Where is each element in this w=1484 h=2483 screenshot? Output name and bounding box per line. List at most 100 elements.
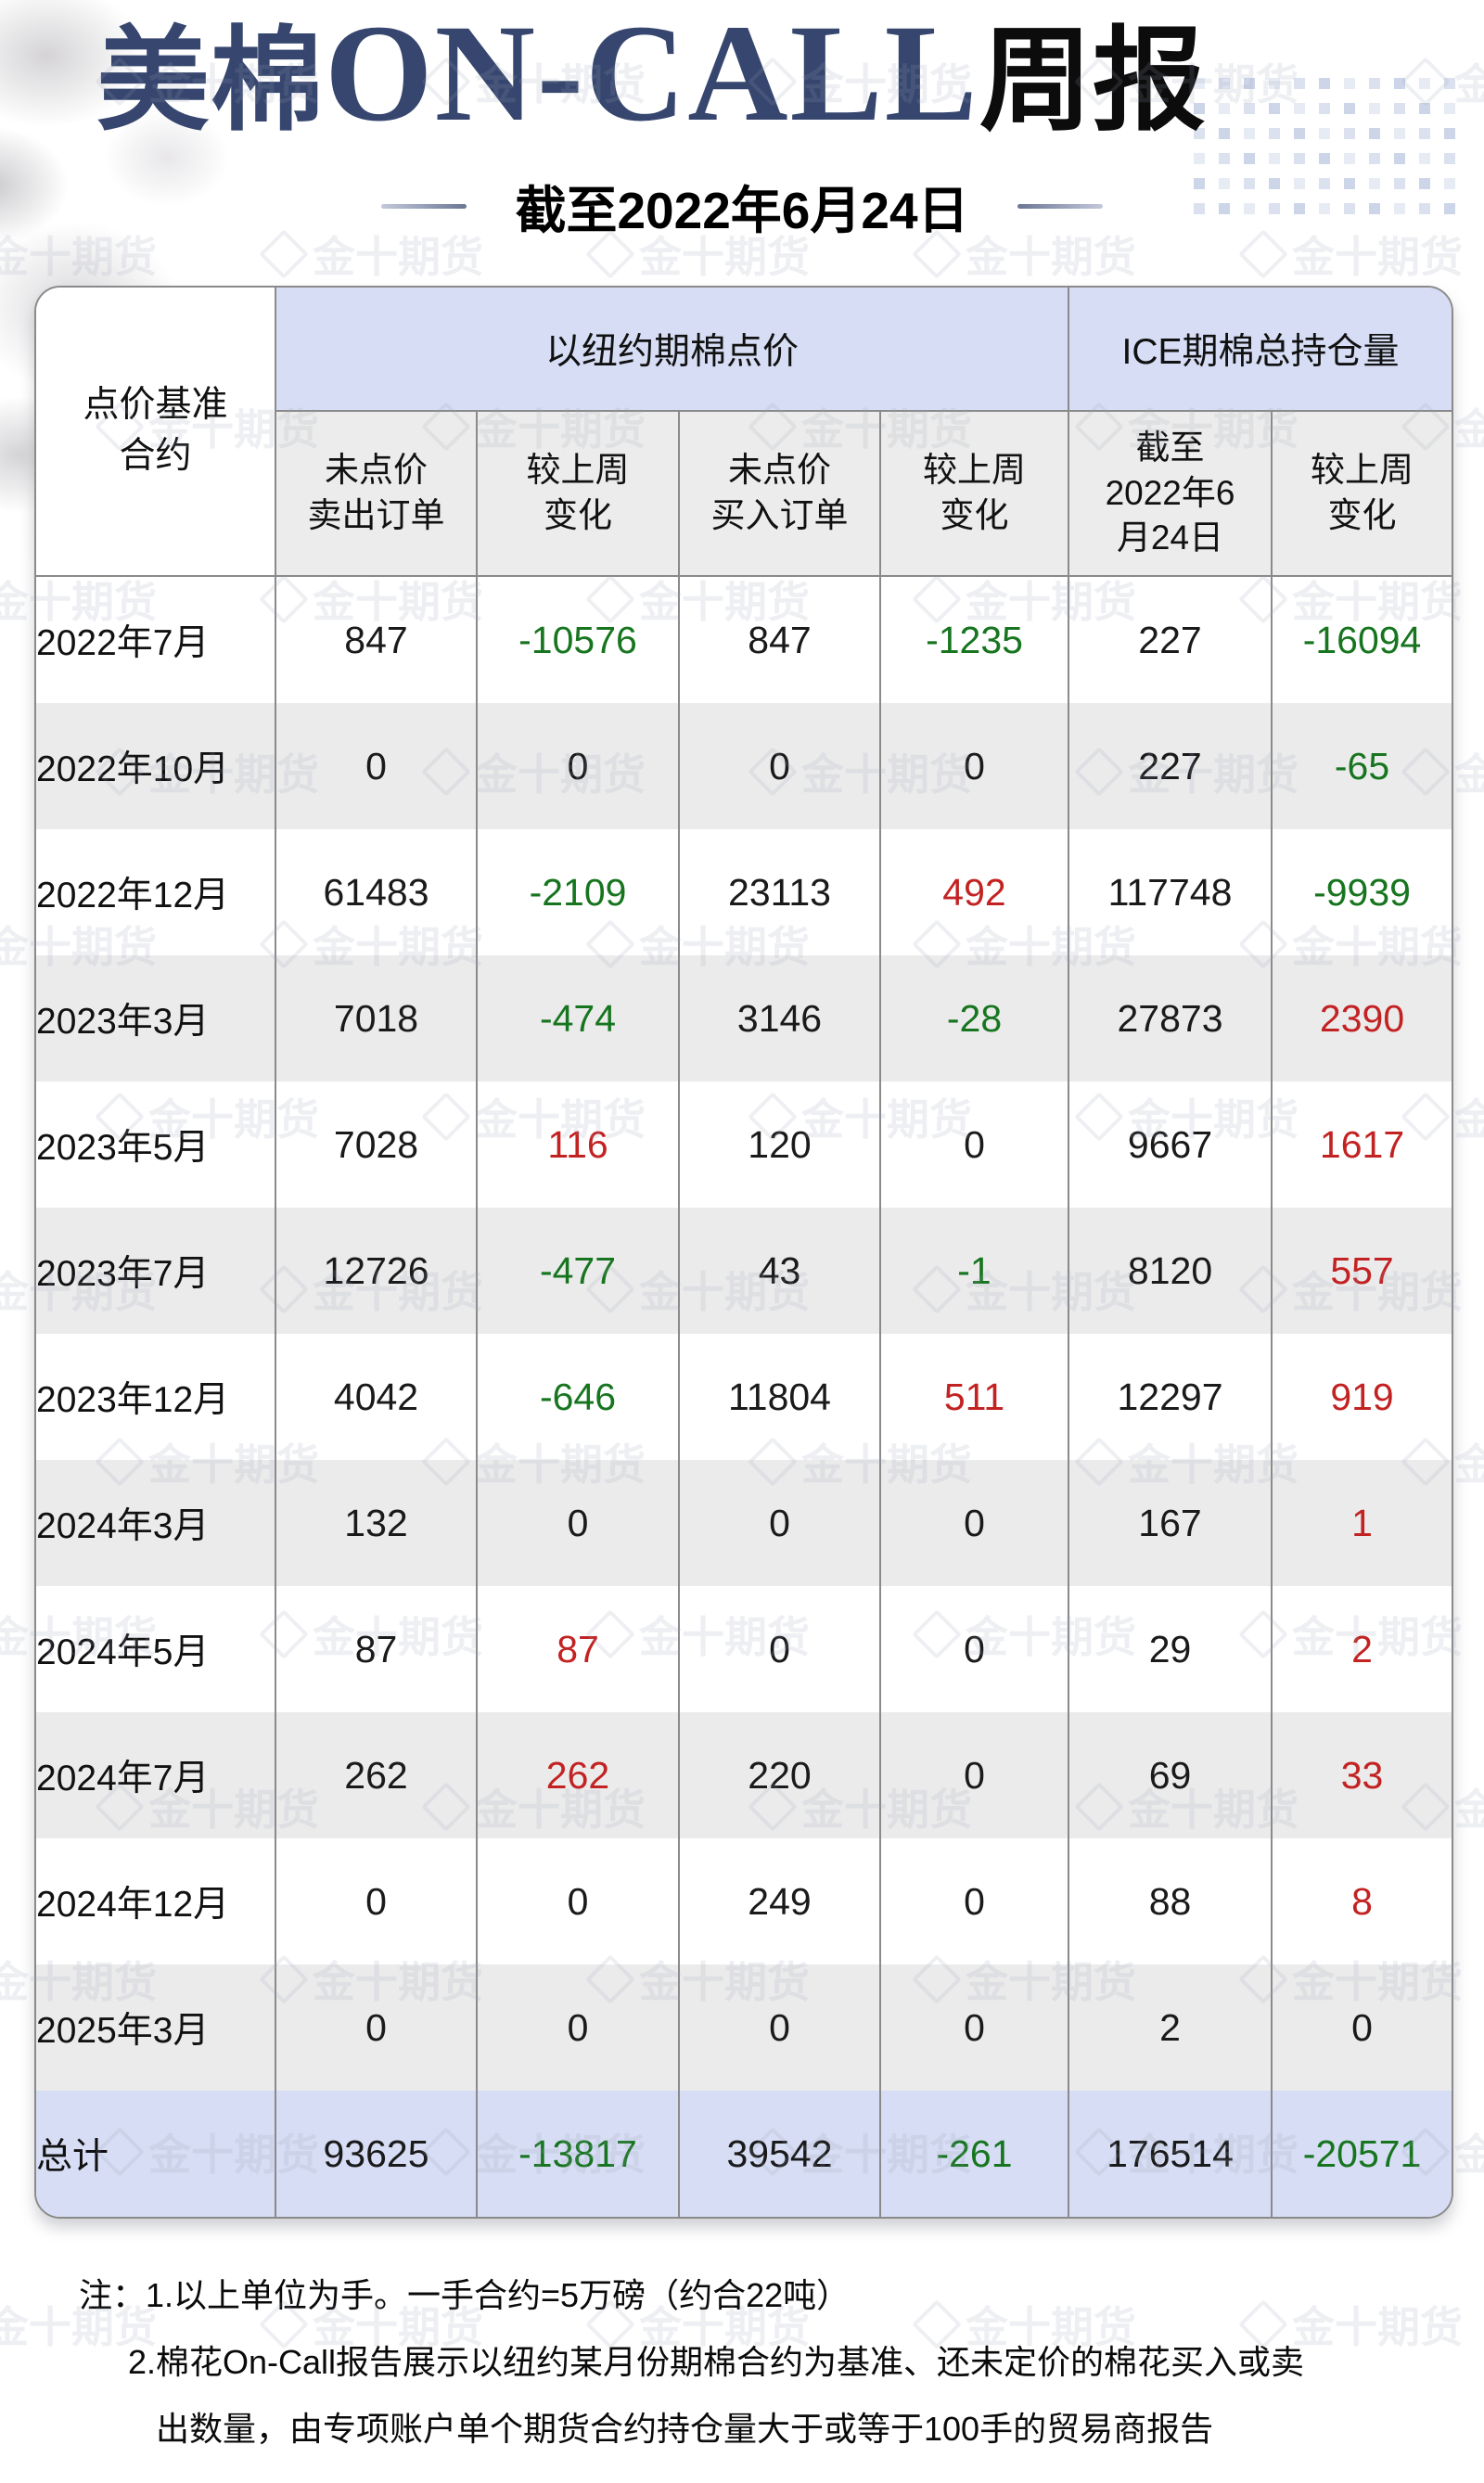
value-cell: 4042: [275, 1334, 477, 1460]
title-accent-cjk: 美棉: [96, 19, 325, 145]
value-cell: -28: [878, 955, 1069, 1082]
dot: [1219, 103, 1230, 114]
contract-month-label: 2023年3月: [36, 1002, 210, 1042]
group-header-ny-pricing: 以纽约期棉点价: [275, 288, 1069, 412]
group-header-row: 点价基准 合约 以纽约期棉点价 ICE期棉总持仓量: [36, 288, 1452, 577]
value-cell: 117748: [1068, 829, 1273, 955]
table-row: 2024年5月 87 87 0 0 29 2: [36, 1586, 1452, 1712]
dot: [1394, 78, 1405, 89]
contract-month-label: 2023年7月: [36, 1254, 210, 1294]
dot: [1419, 103, 1430, 114]
value-cell: -65: [1271, 703, 1452, 829]
table-row: 2024年7月 262 262 220 0 69 33: [36, 1712, 1452, 1838]
value-cell: 557: [1271, 1208, 1452, 1334]
dot: [1394, 103, 1405, 114]
value-cell: 61483: [275, 829, 477, 955]
value-cell: 227: [1068, 576, 1273, 703]
contract-month-label: 2022年12月: [36, 876, 230, 915]
value-cell: 2: [1068, 1965, 1273, 2091]
footnote-line-1: 注：1.以上单位为手。一手合约=5万磅（约合22吨）: [79, 2276, 851, 2314]
dot: [1419, 153, 1430, 164]
dot: [1419, 128, 1430, 139]
value-cell: 0: [678, 703, 880, 829]
value-cell: 12726: [275, 1208, 477, 1334]
contract-month-label: 2023年5月: [36, 1128, 210, 1168]
value-cell: 847: [678, 576, 880, 703]
dot: [1369, 153, 1380, 164]
contract-month-label: 2023年12月: [36, 1380, 230, 1420]
value-cell: 0: [878, 1712, 1069, 1838]
value-cell: 176514: [1068, 2091, 1273, 2217]
value-cell: -9939: [1271, 829, 1452, 955]
dot: [1269, 78, 1280, 89]
total-row: 总计 93625 -13817 39542 -261 176514 -20571: [36, 2091, 1452, 2217]
value-cell: 7018: [275, 955, 477, 1082]
dot: [1319, 153, 1330, 164]
dot: [1444, 153, 1455, 164]
table-body: 2022年7月 847 -10576 847 -1235 227 -16094 2022年10…: [36, 576, 1452, 2217]
value-cell: 43: [678, 1208, 880, 1334]
value-cell: -2109: [476, 829, 679, 955]
table-row: 2023年7月 12726 -477 43 -1 8120 557: [36, 1208, 1452, 1334]
table-row: 2025年3月 0 0 0 0 2 0: [36, 1965, 1452, 2091]
dot: [1219, 153, 1230, 164]
watermark: 金十期货: [1401, 51, 1484, 112]
table-row: 2022年12月 61483 -2109 23113 492 117748 -9939: [36, 829, 1452, 955]
value-cell: 0: [678, 1965, 880, 2091]
watermark-text: 金十期货: [1454, 1785, 1484, 1834]
value-cell: 23113: [678, 829, 880, 955]
value-cell: 227: [1068, 703, 1273, 829]
oncall-table: 点价基准 合约 以纽约期棉点价 ICE期棉总持仓量 未点价 卖出订单 较上周 变…: [34, 286, 1453, 2219]
dot: [1244, 153, 1255, 164]
dot: [1219, 78, 1230, 89]
group-header-ice-open-interest: ICE期棉总持仓量: [1068, 288, 1452, 412]
contract-month-label: 2024年12月: [36, 1885, 230, 1925]
value-cell: 0: [476, 1965, 679, 2091]
value-cell: 1: [1271, 1460, 1452, 1586]
value-cell: 69: [1068, 1712, 1273, 1838]
value-cell: 0: [678, 1460, 880, 1586]
value-cell: 8: [1271, 1838, 1452, 1965]
dot: [1319, 103, 1330, 114]
value-cell: -16094: [1271, 576, 1452, 703]
dot: [1344, 128, 1355, 139]
value-cell: 8120: [1068, 1208, 1273, 1334]
dot: [1344, 153, 1355, 164]
dot: [1269, 153, 1280, 164]
value-cell: 88: [1068, 1838, 1273, 1965]
value-cell: 0: [275, 1838, 477, 1965]
value-cell: 39542: [678, 2091, 880, 2217]
dot: [1369, 128, 1380, 139]
value-cell: 220: [678, 1712, 880, 1838]
gem-icon: [1401, 57, 1451, 107]
value-cell: 2: [1271, 1586, 1452, 1712]
value-cell: 919: [1271, 1334, 1452, 1460]
contract-month-label: 2022年10月: [36, 749, 230, 789]
title-suffix: 周报: [979, 19, 1206, 145]
value-cell: -474: [476, 955, 679, 1082]
value-cell: -1235: [878, 576, 1069, 703]
value-cell: 0: [476, 1838, 679, 1965]
contract-month-label: 2025年3月: [36, 2011, 210, 2051]
value-cell: -646: [476, 1334, 679, 1460]
report-date-subtitle: 截至2022年6月24日: [515, 182, 969, 239]
dot: [1219, 128, 1230, 139]
value-cell: -10576: [476, 576, 679, 703]
dot: [1419, 78, 1430, 89]
dot: [1369, 103, 1380, 114]
value-cell: -13817: [476, 2091, 679, 2217]
value-cell: 249: [678, 1838, 880, 1965]
watermark-text: 金十期货: [1292, 2303, 1463, 2351]
value-cell: 0: [878, 1082, 1069, 1208]
watermark-text: 金十期货: [1454, 1095, 1484, 1144]
value-cell: 3146: [678, 955, 880, 1082]
value-cell: 11804: [678, 1334, 880, 1460]
title-accent-latin: ON-CALL: [325, 0, 979, 150]
col-header-weekly-change-2: 较上周 变化: [878, 411, 1069, 577]
contract-month-label: 2024年3月: [36, 1506, 210, 1546]
total-row-label: 总计: [36, 2137, 109, 2177]
value-cell: 0: [275, 703, 477, 829]
table-row: 2024年12月 0 0 249 0 88 8: [36, 1838, 1452, 1965]
col-header-weekly-change-3: 较上周 变化: [1271, 411, 1452, 577]
